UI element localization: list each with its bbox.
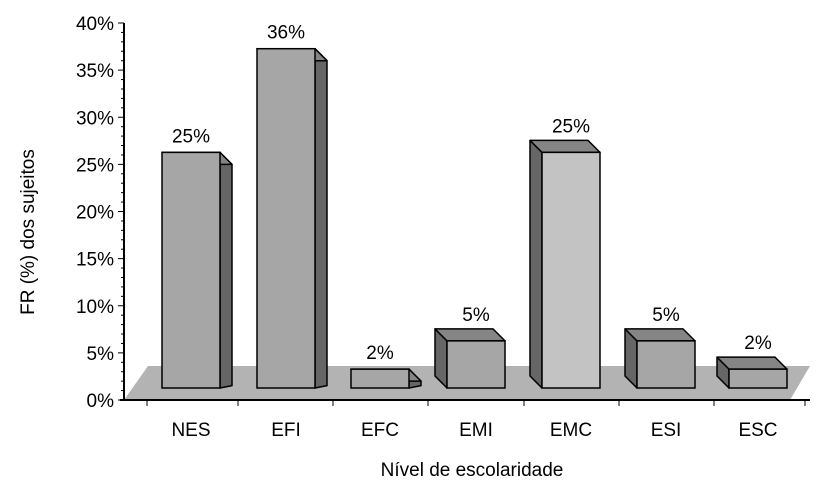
bar-top-face — [434, 328, 506, 342]
data-label-esi: 5% — [652, 305, 680, 326]
data-label-emc: 25% — [552, 116, 590, 137]
x-axis-title: Nível de escolaridade — [381, 460, 564, 481]
bar-esc — [716, 356, 788, 389]
bar-top-face — [529, 139, 601, 154]
y-tick-label: 20% — [76, 203, 114, 224]
data-label-efi: 36% — [267, 23, 305, 44]
data-label-esc: 2% — [744, 333, 772, 354]
bar-esi — [624, 328, 696, 389]
x-axis-tick-labels: NES EFI EFC EMI EMC ESI ESC — [171, 420, 777, 441]
x-tick-label-emi: EMI — [459, 420, 493, 441]
data-label-nes: 25% — [172, 126, 210, 147]
x-tick-label-efc: EFC — [361, 420, 399, 441]
data-label-efc: 2% — [366, 343, 394, 364]
bar-efc — [350, 368, 422, 389]
y-tick-label: 25% — [76, 155, 114, 176]
data-labels: 25% 36% 2% 5% 25% 5% 2% — [172, 23, 772, 364]
y-tick-label: 30% — [76, 108, 114, 129]
y-tick-label: 15% — [76, 250, 114, 271]
bar-emi — [434, 328, 506, 389]
x-tick-label-emc: EMC — [550, 420, 592, 441]
bar-front-face — [256, 47, 316, 389]
y-tick-label: 0% — [87, 391, 115, 412]
x-tick-label-esc: ESC — [738, 420, 777, 441]
bar-top-face — [624, 328, 696, 342]
bar-front-face — [728, 368, 788, 389]
y-axis-title: FR (%) dos sujeitos — [18, 149, 39, 315]
y-tick-label: 40% — [76, 14, 114, 35]
data-label-emi: 5% — [462, 305, 490, 326]
bar-nes — [161, 151, 233, 389]
bar-side-face — [314, 47, 328, 389]
bar-front-face — [446, 340, 506, 389]
bar-side-face — [219, 151, 233, 389]
bars — [161, 47, 788, 389]
x-tick-label-nes: NES — [171, 420, 210, 441]
y-tick-label: 10% — [76, 297, 114, 318]
y-axis: 0% 5% 10% 15% 20% 25% 30% 35% 40% — [76, 14, 810, 412]
bar-front-face — [161, 151, 221, 389]
bar-efi — [256, 47, 328, 389]
bar-front-face — [636, 340, 696, 389]
y-tick-label: 5% — [87, 344, 115, 365]
x-tick-label-efi: EFI — [271, 420, 301, 441]
bar-top-face — [716, 356, 788, 370]
bar-front-face — [350, 368, 410, 389]
bar-front-face — [541, 151, 601, 389]
bar-side-face — [529, 139, 543, 389]
bar-emc — [529, 139, 601, 389]
y-tick-label: 35% — [76, 61, 114, 82]
x-tick-label-esi: ESI — [651, 420, 682, 441]
